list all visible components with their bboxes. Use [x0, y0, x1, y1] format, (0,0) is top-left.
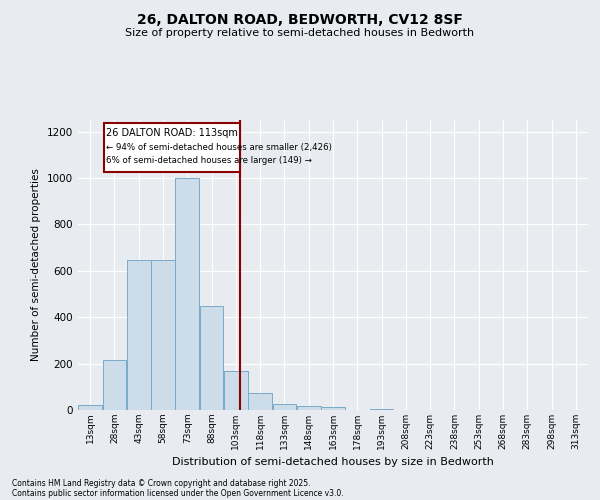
Bar: [127, 260, 151, 410]
Bar: [103, 360, 127, 410]
Bar: [272, 404, 296, 410]
Bar: [321, 406, 345, 410]
Text: 26 DALTON ROAD: 113sqm: 26 DALTON ROAD: 113sqm: [106, 128, 238, 138]
Text: Contains HM Land Registry data © Crown copyright and database right 2025.: Contains HM Land Registry data © Crown c…: [12, 478, 311, 488]
Bar: [297, 406, 320, 410]
Bar: [151, 260, 175, 410]
Text: Size of property relative to semi-detached houses in Bedworth: Size of property relative to semi-detach…: [125, 28, 475, 38]
Y-axis label: Number of semi-detached properties: Number of semi-detached properties: [31, 168, 41, 362]
Bar: [78, 406, 102, 410]
Bar: [370, 409, 394, 410]
Text: ← 94% of semi-detached houses are smaller (2,426): ← 94% of semi-detached houses are smalle…: [106, 142, 332, 152]
FancyBboxPatch shape: [104, 124, 240, 172]
Text: Contains public sector information licensed under the Open Government Licence v3: Contains public sector information licen…: [12, 488, 344, 498]
Bar: [224, 370, 248, 410]
Text: 6% of semi-detached houses are larger (149) →: 6% of semi-detached houses are larger (1…: [106, 156, 312, 165]
Bar: [200, 306, 223, 410]
X-axis label: Distribution of semi-detached houses by size in Bedworth: Distribution of semi-detached houses by …: [172, 458, 494, 468]
Bar: [175, 178, 199, 410]
Text: 26, DALTON ROAD, BEDWORTH, CV12 8SF: 26, DALTON ROAD, BEDWORTH, CV12 8SF: [137, 12, 463, 26]
Bar: [248, 392, 272, 410]
